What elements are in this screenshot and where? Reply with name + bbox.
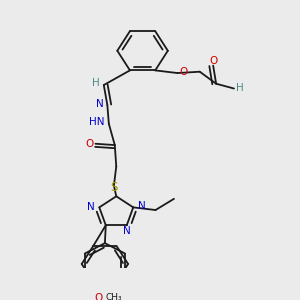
Text: O: O bbox=[179, 67, 188, 77]
Text: H: H bbox=[236, 83, 244, 93]
Text: S: S bbox=[110, 181, 118, 194]
Text: N: N bbox=[138, 201, 146, 211]
Text: O: O bbox=[94, 292, 103, 300]
Text: O: O bbox=[85, 139, 94, 149]
Text: N: N bbox=[123, 226, 130, 236]
Text: N: N bbox=[96, 99, 104, 109]
Text: O: O bbox=[209, 56, 217, 66]
Text: H: H bbox=[92, 78, 99, 88]
Text: CH₃: CH₃ bbox=[106, 293, 122, 300]
Text: HN: HN bbox=[89, 117, 105, 128]
Text: N: N bbox=[86, 202, 94, 212]
